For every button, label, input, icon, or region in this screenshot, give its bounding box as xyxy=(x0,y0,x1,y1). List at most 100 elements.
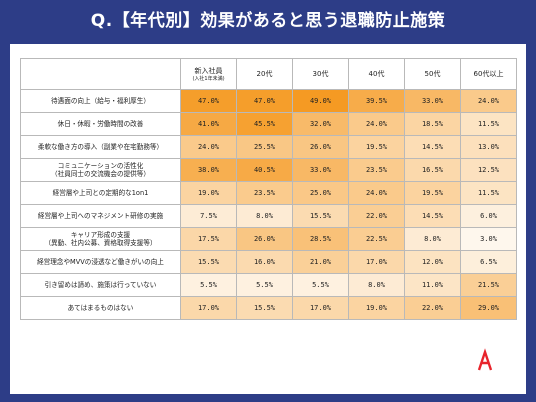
value-cell: 14.5% xyxy=(404,135,461,159)
value-cell: 19.5% xyxy=(404,181,461,205)
value-cell: 24.0% xyxy=(348,112,405,136)
row-label: 柔軟な働き方の導入（副業や在宅勤務等） xyxy=(37,143,164,151)
table-row: 柔軟な働き方の導入（副業や在宅勤務等） 24.0% 25.5% 26.0% 19.5% 1… xyxy=(20,135,517,159)
value-cell: 6.5% xyxy=(460,250,517,274)
value-cell: 11.5% xyxy=(460,181,517,205)
value-cell: 17.5% xyxy=(180,227,237,251)
column-header: 30代 xyxy=(292,58,349,90)
value-cell: 18.5% xyxy=(404,112,461,136)
value-cell: 8.0% xyxy=(404,227,461,251)
value-cell: 17.0% xyxy=(348,250,405,274)
value-cell: 8.0% xyxy=(236,204,293,228)
value-cell: 24.0% xyxy=(180,135,237,159)
value-cell: 29.0% xyxy=(460,296,517,320)
table-row: 待遇面の向上（給与・福利厚生） 47.0% 47.0% 49.0% 39.5% 33.0%… xyxy=(20,89,517,113)
row-label-cell: コミュニケーションの活性化 （社員同士の交流機会の提供等） xyxy=(20,158,181,182)
value-cell: 45.5% xyxy=(236,112,293,136)
value-cell: 5.5% xyxy=(292,273,349,297)
jaic-logo: ジェイック xyxy=(462,348,522,388)
value-cell: 40.5% xyxy=(236,158,293,182)
table-row: 休日・休暇・労働時間の改善 41.0% 45.5% 32.0% 24.0% 18.5% 11… xyxy=(20,112,517,136)
row-label: 待遇面の向上（給与・福利厚生） xyxy=(51,97,150,105)
column-header-sublabel: (入社1年未満) xyxy=(192,75,225,82)
value-cell: 22.0% xyxy=(348,204,405,228)
value-cell: 15.5% xyxy=(236,296,293,320)
value-cell: 41.0% xyxy=(180,112,237,136)
value-cell: 12.0% xyxy=(404,250,461,274)
value-cell: 6.0% xyxy=(460,204,517,228)
value-cell: 33.0% xyxy=(404,89,461,113)
value-cell: 26.0% xyxy=(292,135,349,159)
row-label-line2: （社員同士の交流機会の提供等） xyxy=(51,170,150,178)
column-header: 60代以上 xyxy=(460,58,517,90)
table-body: 待遇面の向上（給与・福利厚生） 47.0% 47.0% 49.0% 39.5% 33.0%… xyxy=(20,89,517,320)
value-cell: 47.0% xyxy=(180,89,237,113)
value-cell: 16.0% xyxy=(236,250,293,274)
value-cell: 28.5% xyxy=(292,227,349,251)
value-cell: 23.5% xyxy=(348,158,405,182)
table-panel: 新入社員 (入社1年未満) 20代 30代 40代 50代 60代以上 待遇面の向上（給与・… xyxy=(10,44,526,394)
value-cell: 3.0% xyxy=(460,227,517,251)
row-label-cell: 経営層や上司へのマネジメント研修の実施 xyxy=(20,204,181,228)
value-cell: 15.5% xyxy=(292,204,349,228)
row-label: 引き留めは諦め、施策は行っていない xyxy=(44,281,157,289)
row-label: コミュニケーションの活性化 xyxy=(57,162,144,170)
value-cell: 14.5% xyxy=(404,204,461,228)
column-header: 新入社員 (入社1年未満) xyxy=(180,58,237,90)
value-cell: 25.5% xyxy=(236,135,293,159)
corner-cell xyxy=(20,58,181,90)
column-header-label: 30代 xyxy=(312,69,329,78)
header-row: 新入社員 (入社1年未満) 20代 30代 40代 50代 60代以上 xyxy=(20,58,517,90)
row-label-line2: （異動、社内公募、資格取得支援等） xyxy=(44,239,157,247)
table-row: あてはまるものはない 17.0% 15.5% 17.0% 19.0% 22.0% 29.0% xyxy=(20,296,517,320)
value-cell: 23.5% xyxy=(236,181,293,205)
column-header: 20代 xyxy=(236,58,293,90)
value-cell: 8.0% xyxy=(348,273,405,297)
value-cell: 16.5% xyxy=(404,158,461,182)
column-header-label: 新入社員 xyxy=(194,66,223,75)
value-cell: 19.0% xyxy=(180,181,237,205)
value-cell: 47.0% xyxy=(236,89,293,113)
value-cell: 17.0% xyxy=(180,296,237,320)
value-cell: 24.0% xyxy=(460,89,517,113)
column-header-label: 20代 xyxy=(256,69,273,78)
column-header-label: 50代 xyxy=(424,69,441,78)
row-label-cell: あてはまるものはない xyxy=(20,296,181,320)
value-cell: 13.0% xyxy=(460,135,517,159)
value-cell: 21.5% xyxy=(460,273,517,297)
row-label-cell: 待遇面の向上（給与・福利厚生） xyxy=(20,89,181,113)
column-header: 40代 xyxy=(348,58,405,90)
table-row: コミュニケーションの活性化 （社員同士の交流機会の提供等） 38.0% 40.5% 33… xyxy=(20,158,517,182)
row-label-cell: 休日・休暇・労働時間の改善 xyxy=(20,112,181,136)
row-label: 経営層や上司との定期的な1on1 xyxy=(52,189,149,197)
table-row: 経営理念やMVVの浸透など働きがいの向上 15.5% 16.0% 21.0% 17.0%… xyxy=(20,250,517,274)
value-cell: 49.0% xyxy=(292,89,349,113)
value-cell: 19.5% xyxy=(348,135,405,159)
value-cell: 15.5% xyxy=(180,250,237,274)
jaic-logo-mark xyxy=(470,348,514,372)
table-row: 引き留めは諦め、施策は行っていない 5.5% 5.5% 5.5% 8.0% 11.0% 21… xyxy=(20,273,517,297)
value-cell: 11.0% xyxy=(404,273,461,297)
value-cell: 24.0% xyxy=(348,181,405,205)
value-cell: 38.0% xyxy=(180,158,237,182)
value-cell: 33.0% xyxy=(292,158,349,182)
table-row: 経営層や上司へのマネジメント研修の実施 7.5% 8.0% 15.5% 22.0% 14.… xyxy=(20,204,517,228)
value-cell: 5.5% xyxy=(180,273,237,297)
value-cell: 11.5% xyxy=(460,112,517,136)
value-cell: 7.5% xyxy=(180,204,237,228)
column-header: 50代 xyxy=(404,58,461,90)
heatmap-table: 新入社員 (入社1年未満) 20代 30代 40代 50代 60代以上 待遇面の向上（給与・… xyxy=(20,58,517,320)
table-row: 経営層や上司との定期的な1on1 19.0% 23.5% 25.0% 24.0% 19.5… xyxy=(20,181,517,205)
value-cell: 12.5% xyxy=(460,158,517,182)
row-label-cell: 柔軟な働き方の導入（副業や在宅勤務等） xyxy=(20,135,181,159)
value-cell: 17.0% xyxy=(292,296,349,320)
row-label: 経営層や上司へのマネジメント研修の実施 xyxy=(37,212,164,220)
row-label-cell: 経営理念やMVVの浸透など働きがいの向上 xyxy=(20,250,181,274)
row-label: あてはまるものはない xyxy=(67,304,134,312)
row-label-cell: 経営層や上司との定期的な1on1 xyxy=(20,181,181,205)
row-label-cell: キャリア形成の支援 （異動、社内公募、資格取得支援等） xyxy=(20,227,181,251)
column-header-label: 40代 xyxy=(368,69,385,78)
row-label-cell: 引き留めは諦め、施策は行っていない xyxy=(20,273,181,297)
page-title: Q.【年代別】効果があると思う退職防止施策 xyxy=(90,11,446,31)
row-label: キャリア形成の支援 xyxy=(70,231,131,239)
